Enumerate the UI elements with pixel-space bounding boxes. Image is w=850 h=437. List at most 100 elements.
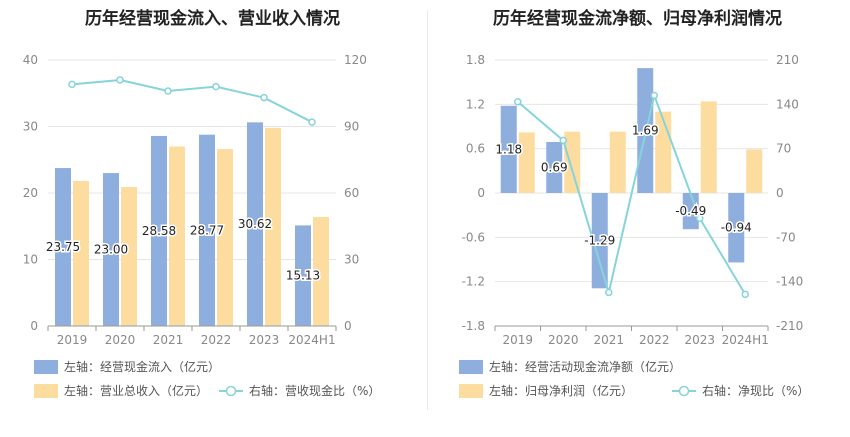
x-axis-tick-label: 2019 xyxy=(502,333,533,347)
line-point xyxy=(514,98,522,106)
bar xyxy=(728,193,745,263)
x-axis-tick-label: 2020 xyxy=(548,333,579,347)
x-axis-tick-label: 2024H1 xyxy=(288,333,335,347)
x-axis-tick-label: 2021 xyxy=(593,333,624,347)
bar xyxy=(500,105,517,193)
bar-data-label: 28.58 xyxy=(142,224,176,238)
x-axis-tick-label: 2024H1 xyxy=(722,333,769,347)
bar xyxy=(564,131,581,193)
chart-panel-cashflow-inflow: 历年经营现金流入、营业收入情况 0 10 20 30 40 0 30 60 90 120 2019 2… xyxy=(23,9,380,398)
bar-data-label: 1.69 xyxy=(632,124,659,138)
bar xyxy=(295,225,311,326)
x-axis-tick-label: 2022 xyxy=(201,333,232,347)
bar xyxy=(265,127,281,326)
line-point xyxy=(260,93,268,102)
chart-panel-net-cashflow: 历年经营现金流净额、归母净利润情况 -1.8 -1.2 -0.6 0 0.6 1.2 1.8… xyxy=(425,0,850,437)
x-axis-tick-label: 2019 xyxy=(57,333,88,347)
bar xyxy=(313,216,329,326)
left-axis-tick-label: 20 xyxy=(23,186,38,200)
x-axis-tick-label: 2023 xyxy=(249,333,280,347)
bar-data-label: -0.49 xyxy=(675,204,706,218)
bar xyxy=(199,134,215,326)
left-axis-tick-label: 30 xyxy=(23,120,38,134)
bar-data-label: 0.69 xyxy=(541,161,568,175)
bar xyxy=(518,132,535,193)
line-point xyxy=(605,288,613,297)
left-axis-tick-label: 0.6 xyxy=(466,142,485,156)
line-point xyxy=(559,136,567,145)
bar xyxy=(609,131,626,193)
line-point xyxy=(650,91,658,100)
legend-line-marker xyxy=(678,385,690,397)
right-axis-tick-label: -140 xyxy=(776,275,803,289)
bar xyxy=(746,149,763,193)
x-axis-tick-label: 2022 xyxy=(639,333,670,347)
x-axis-tick-label: 2023 xyxy=(684,333,715,347)
legend-label: 左轴：经营活动现金流净额（亿元） xyxy=(489,359,681,374)
bar-data-label: 1.18 xyxy=(495,142,522,156)
right-axis-tick-label: -70 xyxy=(776,230,796,244)
bar xyxy=(700,101,717,193)
line-point xyxy=(116,76,124,84)
series-line xyxy=(517,91,747,297)
line-point xyxy=(696,214,704,223)
left-axis-tick-label: -1.2 xyxy=(462,275,485,289)
chart-title: 历年经营现金流入、营业收入情况 xyxy=(85,9,340,29)
legend-label: 左轴：营业总收入（亿元） xyxy=(64,383,208,398)
bar xyxy=(121,187,137,326)
bar-data-label: 30.62 xyxy=(238,217,272,231)
line-point xyxy=(212,82,220,91)
left-axis-tick-label: -0.6 xyxy=(462,230,485,244)
right-axis-tick-label: 120 xyxy=(344,53,367,67)
legend-label: 右轴：净现比（%） xyxy=(702,383,809,398)
chart-svg: 0 10 20 30 40 0 30 60 90 120 2019 2020 2021 2022 2023 2… xyxy=(23,53,380,398)
legend-swatch xyxy=(34,360,58,374)
chart-svg: -1.8 -1.2 -0.6 0 0.6 1.2 1.8 -210 -140 -70 0 70 140 2… xyxy=(459,53,809,398)
bar xyxy=(103,173,119,326)
right-axis-tick-label: 70 xyxy=(776,142,791,156)
bar xyxy=(247,122,263,326)
right-axis-tick-label: 0 xyxy=(776,186,784,200)
legend-swatch xyxy=(34,384,58,398)
right-axis-tick-label: 140 xyxy=(776,97,799,111)
legend-swatch xyxy=(459,360,483,374)
bar-data-label: -1.29 xyxy=(584,234,615,248)
legend-label: 右轴：营收现金比（%） xyxy=(249,383,380,398)
left-axis-tick-label: 1.8 xyxy=(466,53,485,67)
bar-data-label: 23.00 xyxy=(94,243,128,257)
legend-label: 左轴：归母净利润（亿元） xyxy=(489,383,633,398)
chart-title: 历年经营现金流净额、归母净利润情况 xyxy=(493,9,782,29)
left-axis-tick-label: 10 xyxy=(23,253,38,267)
bar xyxy=(546,142,563,193)
left-axis-tick-label: 40 xyxy=(23,53,38,67)
left-axis-tick-label: 0 xyxy=(477,186,485,200)
x-axis-tick-label: 2020 xyxy=(105,333,136,347)
series-line xyxy=(71,78,313,123)
legend-label: 左轴：经营现金流入（亿元） xyxy=(64,359,220,374)
left-axis-tick-label: 1.2 xyxy=(466,97,485,111)
right-axis-tick-label: -210 xyxy=(776,319,803,333)
bar xyxy=(73,181,89,326)
panel-divider xyxy=(427,10,428,410)
left-axis-tick-label: 0 xyxy=(30,319,38,333)
bar xyxy=(151,135,167,326)
line-point xyxy=(164,87,172,95)
right-axis-tick-label: 90 xyxy=(344,120,359,134)
left-axis-tick-label: -1.8 xyxy=(462,319,485,333)
bar xyxy=(217,149,233,326)
bar-data-label: 23.75 xyxy=(46,240,80,254)
bar xyxy=(55,168,71,326)
x-axis-tick-label: 2021 xyxy=(153,333,184,347)
right-axis-tick-label: 0 xyxy=(344,319,352,333)
bar-data-label: 15.13 xyxy=(286,269,320,283)
legend-line-marker xyxy=(225,385,237,397)
bar-data-label: -0.94 xyxy=(721,221,752,235)
legend-swatch xyxy=(459,384,483,398)
line-point xyxy=(308,118,316,126)
right-axis-tick-label: 30 xyxy=(344,253,359,267)
bar xyxy=(169,146,185,326)
line-point xyxy=(741,290,749,299)
right-axis-tick-label: 210 xyxy=(776,53,799,67)
bar-data-label: 28.77 xyxy=(190,223,224,237)
bar xyxy=(591,193,608,289)
